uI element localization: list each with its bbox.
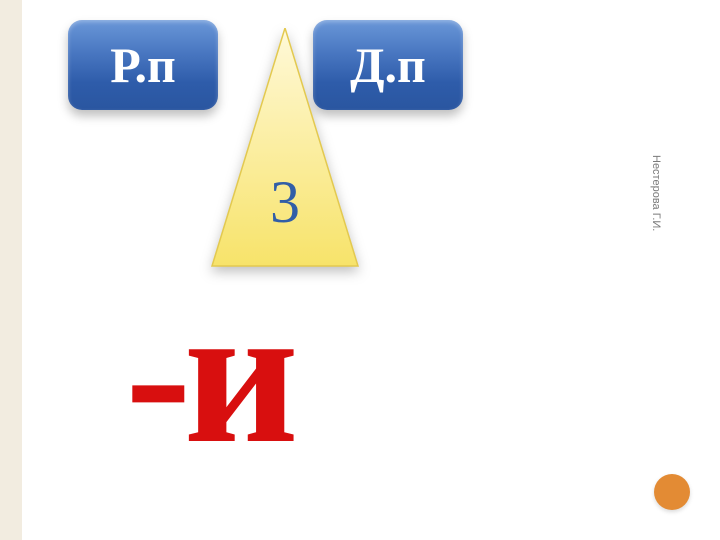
badge-genitive: Р.п [68,20,218,110]
badge-label: Р.п [110,36,176,94]
ending-text: -и [125,275,291,475]
left-accent-band [0,0,22,540]
slide-marker-dot [654,474,690,510]
triangle-declension: 3 [210,28,360,268]
author-credit: Нестерова Г.И. [650,155,662,231]
badge-label: Д.п [350,36,426,94]
triangle-number: 3 [210,168,360,237]
